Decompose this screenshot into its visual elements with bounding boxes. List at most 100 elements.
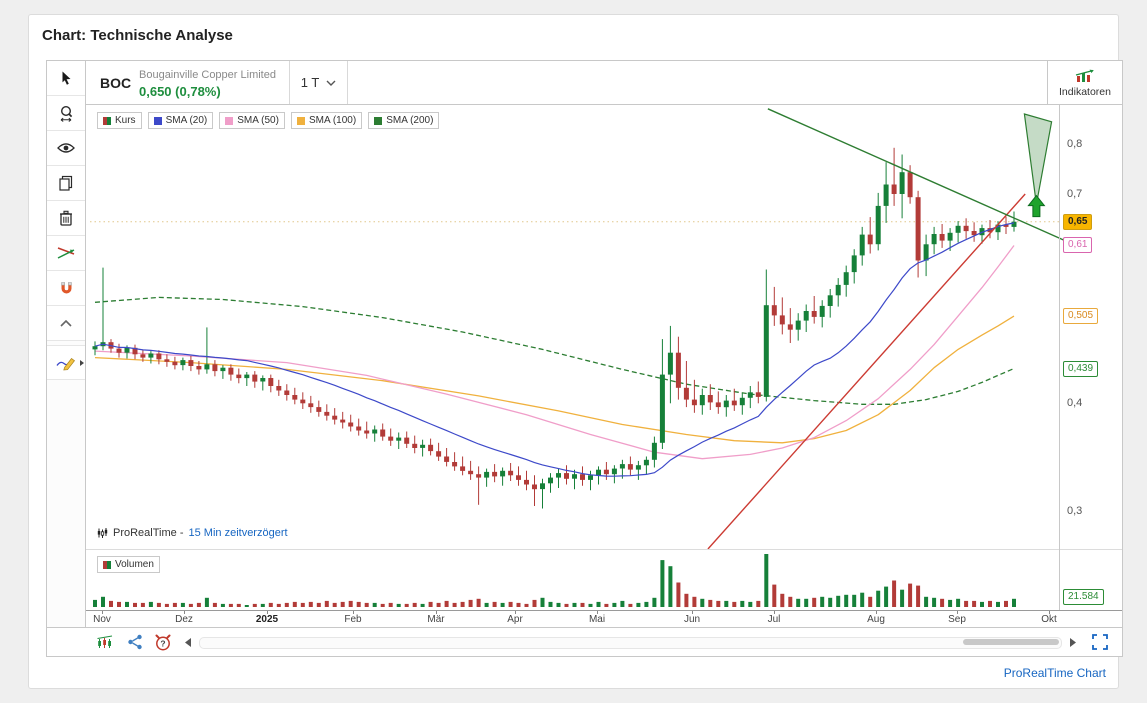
share-icon	[128, 634, 142, 650]
time-axis[interactable]: Nov Dez 2025 Feb Mär Apr Mai Jun Jul Aug Sep Okt	[86, 610, 1122, 628]
trash-icon	[60, 210, 72, 226]
eye-icon	[57, 143, 75, 153]
time-axis-label: Jun	[683, 614, 701, 625]
time-axis-tick	[692, 611, 693, 614]
timeframe-dropdown[interactable]: 1 T	[289, 61, 348, 104]
legend-item-kurs[interactable]: Kurs	[97, 112, 142, 129]
volume-chart-canvas[interactable]	[90, 550, 1122, 610]
zoom-tool-button[interactable]	[47, 96, 85, 131]
scroll-right-button[interactable]	[1066, 631, 1080, 653]
chevron-up-icon	[60, 319, 72, 327]
instrument-name: Bougainville Copper Limited	[139, 69, 276, 81]
submenu-arrow-icon	[80, 360, 84, 366]
time-axis-tick	[774, 611, 775, 614]
time-axis-tick	[957, 611, 958, 614]
time-axis-label: Aug	[867, 614, 885, 625]
price-change: (0,78%)	[175, 84, 221, 99]
time-axis-tick	[515, 611, 516, 614]
chart-legend: Kurs SMA (20) SMA (50) SMA (100) SMA (200)	[97, 112, 440, 129]
fullscreen-button[interactable]	[1088, 631, 1112, 653]
delete-tool-button[interactable]	[47, 201, 85, 236]
mini-chart-button[interactable]	[93, 631, 117, 653]
scroll-right-icon	[1070, 637, 1076, 647]
price-badge-sma200: 0,439	[1063, 361, 1099, 377]
price-badge-sma50: 0,61	[1063, 237, 1093, 253]
time-axis-label: Okt	[1041, 614, 1057, 625]
trendline-tool-button[interactable]	[47, 236, 85, 271]
legend-item-sma-20-[interactable]: SMA (20)	[147, 112, 214, 129]
legend-label: SMA (50)	[237, 115, 279, 126]
drawing-toolbar	[47, 61, 86, 656]
collapse-toolbar-button[interactable]	[47, 306, 85, 341]
prorealtime-chart-link[interactable]: ProRealTime Chart	[1003, 666, 1106, 680]
chevron-down-icon	[326, 80, 336, 86]
volume-pane-divider	[86, 549, 1122, 550]
svg-text:?: ?	[160, 638, 165, 648]
legend-label: SMA (100)	[308, 115, 357, 126]
draw-tool-button[interactable]	[47, 345, 85, 380]
chart-card: Chart: Technische Analyse	[28, 14, 1123, 689]
alerts-button[interactable]: ?	[151, 631, 175, 653]
time-axis-label: Jul	[767, 614, 781, 625]
magnet-icon	[60, 281, 72, 293]
bottom-toolbar: ?	[47, 627, 1122, 656]
watermark-brand: ProRealTime -	[113, 527, 184, 539]
price-axis-label: 0,7	[1067, 188, 1083, 200]
legend-swatch	[225, 116, 234, 125]
scroll-left-button[interactable]	[181, 631, 195, 653]
page-title: Chart: Technische Analyse	[42, 27, 233, 44]
volume-swatch	[103, 560, 111, 569]
time-axis-tick	[1049, 611, 1050, 614]
trendline-icon	[57, 247, 75, 259]
copy-icon	[59, 175, 73, 191]
legend-label: SMA (20)	[165, 115, 208, 126]
alarm-icon: ?	[155, 634, 171, 650]
timeframe-value: 1 T	[300, 75, 320, 90]
cursor-icon	[62, 71, 71, 85]
time-axis-tick	[102, 611, 103, 614]
time-axis-label: Dez	[175, 614, 193, 625]
time-axis-tick	[353, 611, 354, 614]
watermark: ProRealTime - 15 Min zeitverzögert	[97, 527, 288, 539]
chart-frame: BOC Bougainville Copper Limited 0,650 (0…	[46, 60, 1123, 657]
time-axis-label: Mai	[588, 614, 606, 625]
time-axis-tick	[436, 611, 437, 614]
scrollbar-thumb[interactable]	[963, 639, 1059, 645]
legend-item-sma-100-[interactable]: SMA (100)	[290, 112, 363, 129]
magnet-tool-button[interactable]	[47, 271, 85, 306]
volume-legend-label: Volumen	[115, 559, 154, 570]
visibility-tool-button[interactable]	[47, 131, 85, 166]
price-badge-last: 0,65	[1063, 214, 1093, 230]
price-axis-label: 0,4	[1067, 397, 1083, 409]
zoom-icon	[60, 105, 73, 122]
price-chart-canvas[interactable]	[90, 105, 1122, 549]
chart-scrollbar[interactable]	[199, 637, 1062, 649]
ticker-symbol: BOC	[100, 75, 132, 91]
volume-legend[interactable]: Volumen	[97, 556, 160, 573]
legend-swatch	[153, 116, 162, 125]
time-axis-label: Nov	[93, 614, 111, 625]
indicators-button[interactable]: Indikatoren	[1047, 61, 1122, 104]
duplicate-tool-button[interactable]	[47, 166, 85, 201]
instrument-header: BOC Bougainville Copper Limited 0,650 (0…	[86, 61, 1122, 105]
share-button[interactable]	[123, 631, 147, 653]
time-axis-label: Feb	[344, 614, 362, 625]
price-value: 0,650	[139, 84, 172, 99]
pencil-wave-icon	[56, 357, 75, 370]
time-axis-tick	[184, 611, 185, 614]
instrument-price: 0,650 (0,78%)	[139, 84, 221, 99]
pointer-tool-button[interactable]	[47, 61, 85, 96]
legend-swatch	[103, 116, 111, 125]
fullscreen-icon	[1092, 634, 1108, 650]
delay-info-link[interactable]: 15 Min zeitverzögert	[188, 527, 288, 539]
candlestick-chart-icon	[97, 634, 113, 648]
time-axis-label: Mär	[427, 614, 445, 625]
time-axis-tick	[876, 611, 877, 614]
indicators-label: Indikatoren	[1059, 85, 1111, 98]
scroll-left-icon	[185, 637, 191, 647]
legend-swatch	[296, 116, 305, 125]
prorealtime-logo-icon	[97, 528, 108, 538]
legend-item-sma-50-[interactable]: SMA (50)	[219, 112, 285, 129]
price-axis-label: 0,8	[1067, 138, 1083, 150]
legend-item-sma-200-[interactable]: SMA (200)	[368, 112, 440, 129]
